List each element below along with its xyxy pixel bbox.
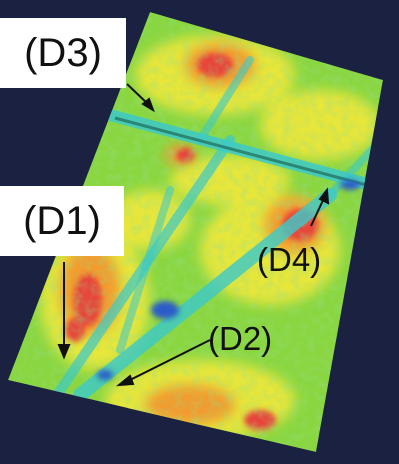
annotation-arrows — [57, 83, 330, 387]
arrow-d2-head — [115, 374, 135, 387]
label-d1: (D1) — [0, 186, 124, 256]
arrow-d2 — [125, 339, 211, 383]
arrow-d1-head — [57, 344, 71, 360]
label-d3: (D3) — [0, 18, 126, 88]
arrow-d3-head — [141, 97, 155, 113]
label-d4: (D4) — [257, 241, 322, 278]
label-d2: (D2) — [208, 320, 273, 357]
arrow-d4-head — [318, 187, 330, 205]
